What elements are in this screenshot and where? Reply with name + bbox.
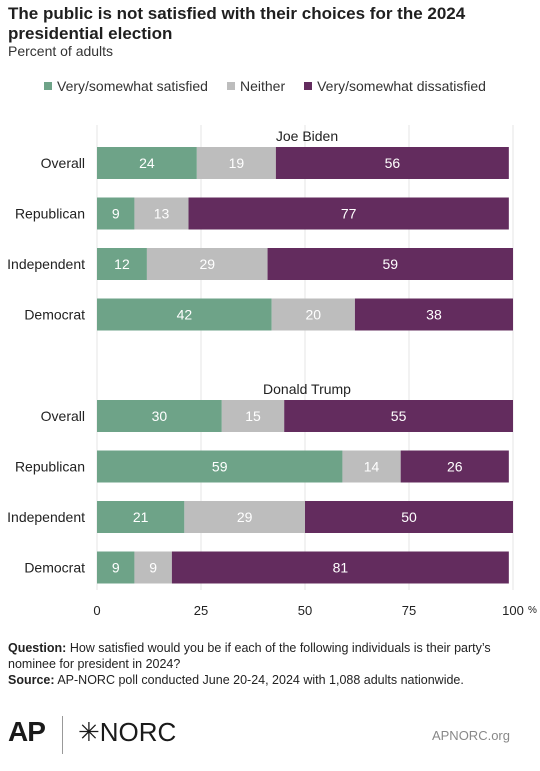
legend-swatch-dissatisfied <box>304 82 313 90</box>
x-axis-unit: % <box>528 605 537 616</box>
legend-item-dissatisfied: Very/somewhat dissatisfied <box>304 78 486 94</box>
legend-label-neither: Neither <box>239 78 286 94</box>
bar-segment <box>221 400 285 432</box>
bar-segment <box>97 248 147 280</box>
data-label: 9 <box>112 560 120 576</box>
data-label: 30 <box>152 408 168 424</box>
bar-segment <box>184 501 305 533</box>
bar-segment <box>97 501 185 533</box>
data-label: 29 <box>237 509 253 525</box>
legend-swatch-neither <box>226 82 235 90</box>
legend-item-neither: Neither <box>226 78 286 94</box>
bar-segment <box>400 450 509 483</box>
bar-segment <box>97 298 272 331</box>
question-note: Question: How satisfied would you be if … <box>8 640 532 672</box>
bar-segment <box>97 551 135 584</box>
chart-title: The public is not satisfied with their c… <box>8 4 466 43</box>
logo-divider <box>62 716 63 754</box>
x-tick-label: 75 <box>402 603 416 618</box>
bar-segment <box>134 197 189 230</box>
source-label: Source: <box>8 673 55 687</box>
data-label: 29 <box>199 256 215 272</box>
bar-segment <box>271 298 355 331</box>
data-label: 13 <box>154 206 170 222</box>
panel-title: Donald Trump <box>263 381 351 397</box>
data-label: 15 <box>245 408 261 424</box>
legend-swatch-satisfied <box>44 82 52 90</box>
data-label: 59 <box>382 256 398 272</box>
category-label: Overall <box>41 408 85 424</box>
data-label: 9 <box>149 560 157 576</box>
category-label: Republican <box>15 459 85 475</box>
bar-segment <box>146 248 268 280</box>
source-note: Source: AP-NORC poll conducted June 20-2… <box>8 672 532 688</box>
bar-segment <box>97 197 135 230</box>
bar-segment <box>97 400 222 432</box>
bar-segment <box>342 450 401 483</box>
bar-segment <box>188 197 509 230</box>
category-label: Independent <box>7 256 85 272</box>
legend-label-dissatisfied: Very/somewhat dissatisfied <box>317 78 486 94</box>
data-label: 56 <box>385 155 401 171</box>
data-label: 50 <box>401 509 417 525</box>
norc-logo: ✳NORC <box>78 717 177 747</box>
bar-segment <box>305 501 513 533</box>
data-label: 14 <box>364 459 380 475</box>
bar-segment <box>284 400 513 432</box>
legend-item-satisfied: Very/somewhat satisfied <box>44 78 208 94</box>
data-label: 81 <box>333 560 349 576</box>
data-label: 9 <box>112 206 120 222</box>
data-label: 20 <box>306 307 322 323</box>
question-text: How satisfied would you be if each of th… <box>8 641 491 671</box>
bar-segment <box>275 147 509 179</box>
data-label: 77 <box>341 206 357 222</box>
bar-segment <box>267 248 513 280</box>
bar-segment <box>97 147 197 179</box>
question-label: Question: <box>8 641 67 655</box>
data-label: 19 <box>229 155 245 171</box>
bar-segment <box>171 551 509 584</box>
apnorc-url: APNORC.org <box>431 728 510 743</box>
ap-logo: AP <box>8 716 46 747</box>
data-label: 38 <box>426 307 442 323</box>
bar-segment <box>196 147 276 179</box>
category-label: Independent <box>7 509 85 525</box>
bar-segment <box>97 450 343 483</box>
category-label: Democrat <box>24 307 85 323</box>
legend-label-satisfied: Very/somewhat satisfied <box>57 78 208 94</box>
data-label: 59 <box>212 459 228 475</box>
chart-subtitle: Percent of adults <box>8 43 114 59</box>
category-label: Democrat <box>24 560 85 576</box>
x-tick-label: 50 <box>298 603 312 618</box>
stacked-bar-chart: Joe Biden Overall 24 19 56 Republican 9 13 77 Ind… <box>7 125 537 618</box>
data-label: 12 <box>114 256 130 272</box>
category-label: Republican <box>15 206 85 222</box>
data-label: 42 <box>177 307 193 323</box>
x-tick-label: 100 <box>502 603 524 618</box>
chart-footer: Question: How satisfied would you be if … <box>8 640 532 688</box>
bar-segment <box>134 551 172 584</box>
panel-title: Joe Biden <box>276 128 338 144</box>
data-label: 24 <box>139 155 155 171</box>
x-tick-label: 25 <box>194 603 208 618</box>
x-tick-label: 0 <box>93 603 100 618</box>
source-text: AP-NORC poll conducted June 20-24, 2024 … <box>57 673 464 687</box>
bar-segment <box>354 298 513 331</box>
legend: Very/somewhat satisfied Neither Very/som… <box>44 78 505 94</box>
data-label: 55 <box>391 408 407 424</box>
data-label: 21 <box>133 509 149 525</box>
category-label: Overall <box>41 155 85 171</box>
data-label: 26 <box>447 459 463 475</box>
